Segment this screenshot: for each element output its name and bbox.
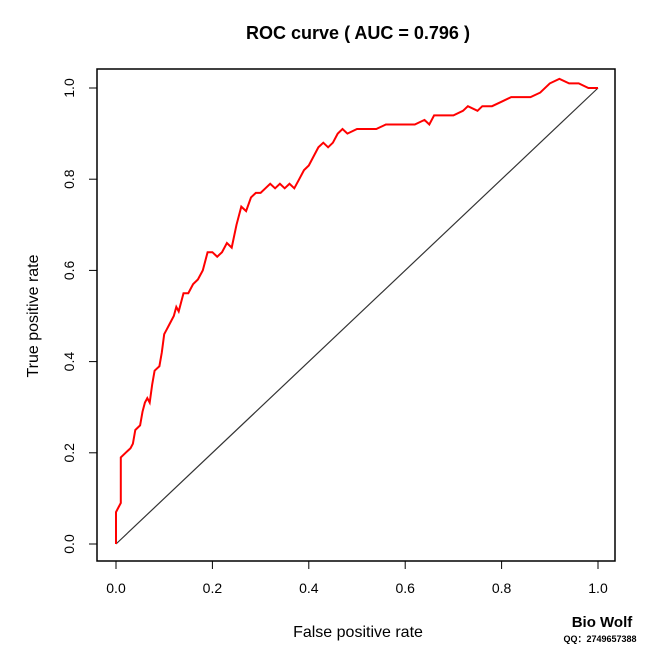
y-tick-label: 0.0 [61,534,77,554]
y-axis: 0.0 0.2 0.4 0.6 0.8 1.0 [61,78,97,554]
y-tick-label: 0.8 [61,169,77,189]
x-tick-label: 1.0 [588,580,608,596]
x-tick-label: 0.4 [299,580,319,596]
roc-curve-line [115,77,598,544]
x-tick-label: 0.0 [106,580,126,596]
x-tick-label: 0.6 [395,580,415,596]
diagonal-reference-line [115,87,599,545]
x-tick-label: 0.2 [203,580,223,596]
watermark-contact: QQ：2749657388 [563,634,636,644]
x-axis-label: False positive rate [293,624,423,641]
x-axis: 0.0 0.2 0.4 0.6 0.8 1.0 [106,561,608,596]
plot-frame [96,68,616,562]
y-axis-label: True positive rate [25,254,42,377]
y-tick-label: 0.4 [61,352,77,372]
watermark-name: Bio Wolf [572,614,634,631]
x-tick-label: 0.8 [492,580,512,596]
y-tick-label: 0.2 [61,443,77,463]
y-tick-label: 0.6 [61,260,77,280]
y-tick-label: 1.0 [61,78,77,98]
chart-title: ROC curve ( AUC = 0.796 ) [246,23,470,43]
